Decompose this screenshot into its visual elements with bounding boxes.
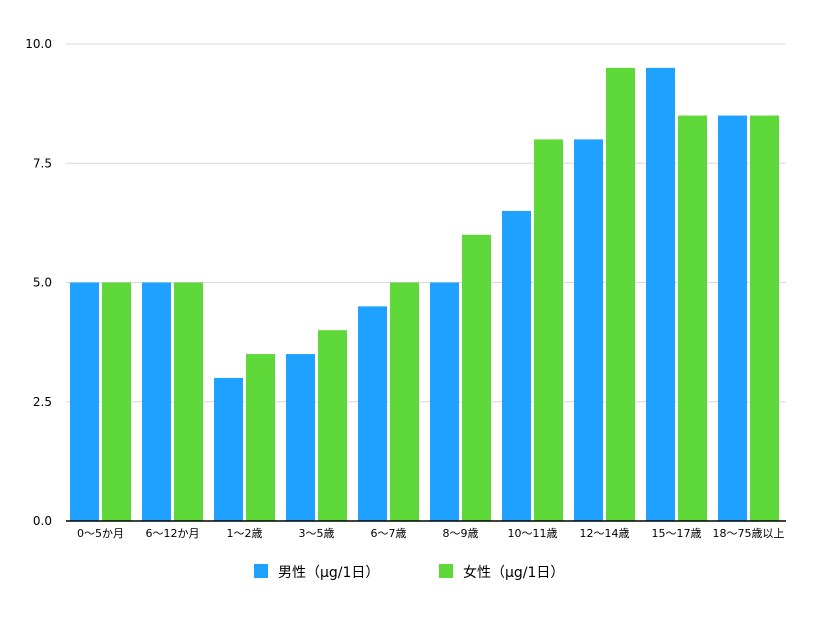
legend-swatch xyxy=(254,564,268,578)
y-axis-ticks: 0.0 2.5 5.0 7.5 10.0 xyxy=(25,37,52,528)
bar-male xyxy=(142,282,171,521)
y-tick-label: 7.5 xyxy=(33,156,52,170)
legend-swatch xyxy=(439,564,453,578)
bar-female xyxy=(390,282,419,521)
y-tick-label: 5.0 xyxy=(33,276,52,290)
bars-layer xyxy=(70,67,779,522)
bar-female xyxy=(534,139,563,521)
y-tick-label: 0.0 xyxy=(33,514,52,528)
bar-male xyxy=(430,282,459,521)
bar-female xyxy=(174,282,203,521)
x-tick-label: 12〜14歳 xyxy=(580,527,630,540)
legend: 男性（μg/1日） 女性（μg/1日） xyxy=(254,564,564,581)
x-tick-label: 6〜12か月 xyxy=(146,527,200,540)
x-tick-label: 8〜9歳 xyxy=(443,527,479,540)
bar-male xyxy=(70,282,99,521)
x-tick-label: 10〜11歳 xyxy=(508,527,558,540)
x-tick-label: 15〜17歳 xyxy=(652,527,702,540)
x-tick-label: 1〜2歳 xyxy=(227,527,263,540)
x-tick-label: 0〜5か月 xyxy=(77,527,124,540)
bar-male xyxy=(358,306,387,521)
x-tick-label: 18〜75歳以上 xyxy=(713,527,785,540)
legend-label: 男性（μg/1日） xyxy=(278,565,379,581)
bar-female xyxy=(246,354,275,521)
bar-female xyxy=(102,282,131,521)
bar-female xyxy=(750,115,779,522)
y-tick-label: 10.0 xyxy=(25,37,52,51)
bar-male xyxy=(574,139,603,521)
bar-male xyxy=(646,67,675,521)
bar-female xyxy=(318,330,347,521)
x-tick-label: 3〜5歳 xyxy=(299,527,335,540)
bar-male xyxy=(718,115,747,522)
bar-male xyxy=(502,210,531,521)
legend-label: 女性（μg/1日） xyxy=(463,564,564,581)
bar-male xyxy=(214,377,243,521)
bar-female xyxy=(678,115,707,522)
bar-male xyxy=(286,354,315,521)
y-tick-label: 2.5 xyxy=(33,395,52,409)
x-axis-labels: 0〜5か月 6〜12か月 1〜2歳 3〜5歳 6〜7歳 8〜9歳 10〜11歳 12〜14歳 1… xyxy=(77,527,785,540)
x-tick-label: 6〜7歳 xyxy=(371,527,407,540)
bar-female xyxy=(462,234,491,522)
bar-female xyxy=(606,67,635,521)
